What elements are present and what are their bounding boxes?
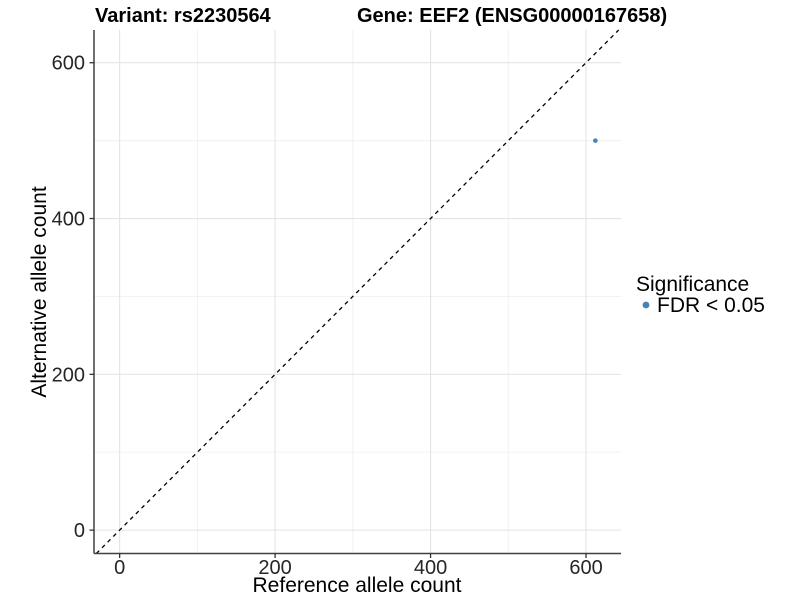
legend-key-dot <box>642 301 650 309</box>
gridlines-major <box>94 30 621 554</box>
x-tick-label: 200 <box>258 557 291 579</box>
identity-line <box>95 29 620 554</box>
y-tick-label: 600 <box>52 53 85 75</box>
x-axis-title: Reference allele count <box>253 574 462 597</box>
y-tick-label: 0 <box>74 520 85 542</box>
x-tick-label: 600 <box>569 557 602 579</box>
y-axis-title: Alternative allele count <box>28 186 51 397</box>
y-tick-labels: 0 200 400 600 <box>52 53 85 542</box>
x-tick-label: 0 <box>114 557 125 579</box>
x-tick-label: 400 <box>414 557 447 579</box>
x-tick-labels: 0 200 400 600 <box>114 557 603 579</box>
x-ticks <box>119 553 587 558</box>
y-tick-label: 400 <box>52 209 85 231</box>
legend-title: Significance <box>636 273 749 296</box>
legend-entry-label: FDR < 0.05 <box>657 294 765 317</box>
data-point <box>593 138 598 143</box>
gridlines-minor <box>94 30 621 554</box>
data-points <box>593 138 598 143</box>
y-tick-label: 200 <box>52 364 85 386</box>
plot-title-variant: Variant: rs2230564 <box>95 5 272 27</box>
y-ticks <box>89 62 94 531</box>
plot-title-gene: Gene: EEF2 (ENSG00000167658) <box>357 5 667 27</box>
